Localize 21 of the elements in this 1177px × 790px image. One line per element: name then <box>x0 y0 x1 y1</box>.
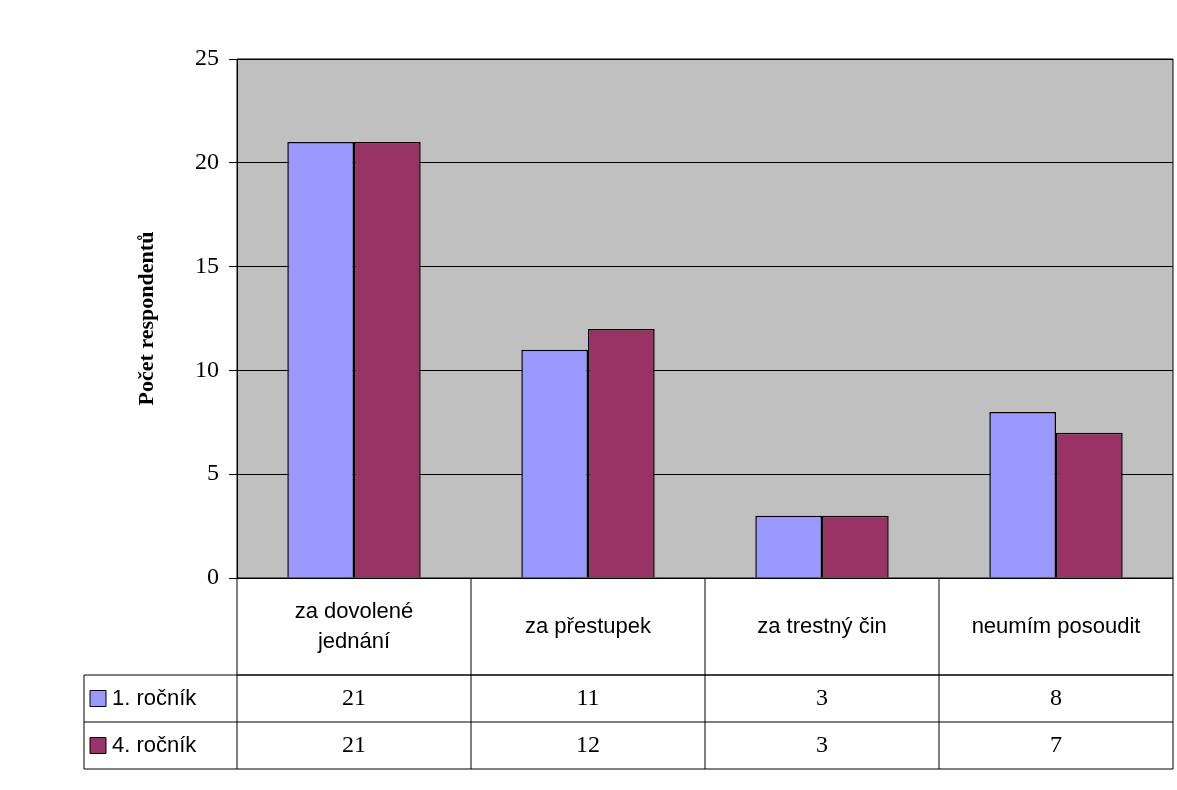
y-tick-label: 25 <box>195 44 219 71</box>
y-tick-label: 15 <box>195 251 219 278</box>
data-label: 21 <box>342 683 366 710</box>
y-tick-label: 20 <box>195 148 219 175</box>
data-label: 11 <box>576 683 600 710</box>
legend-label: 1. ročník <box>112 684 198 710</box>
legend-label: 4. ročník <box>112 731 198 757</box>
x-tick-label: za trestný čin <box>757 612 887 638</box>
data-label: 3 <box>816 730 828 757</box>
y-tick-label: 0 <box>207 563 219 590</box>
x-tick-label: za přestupek <box>525 612 652 638</box>
y-axis-title: Počet respondentů <box>132 231 158 406</box>
data-label: 8 <box>1050 683 1062 710</box>
data-label: 3 <box>816 683 828 710</box>
data-label: 12 <box>576 730 600 757</box>
x-tick-label: za dovolené jednání <box>294 597 414 653</box>
data-label: 21 <box>342 730 366 757</box>
y-tick-label: 10 <box>195 355 219 382</box>
x-tick-label: neumím posoudit <box>971 612 1141 638</box>
data-label: 7 <box>1050 730 1062 757</box>
y-tick-label: 5 <box>207 459 219 486</box>
